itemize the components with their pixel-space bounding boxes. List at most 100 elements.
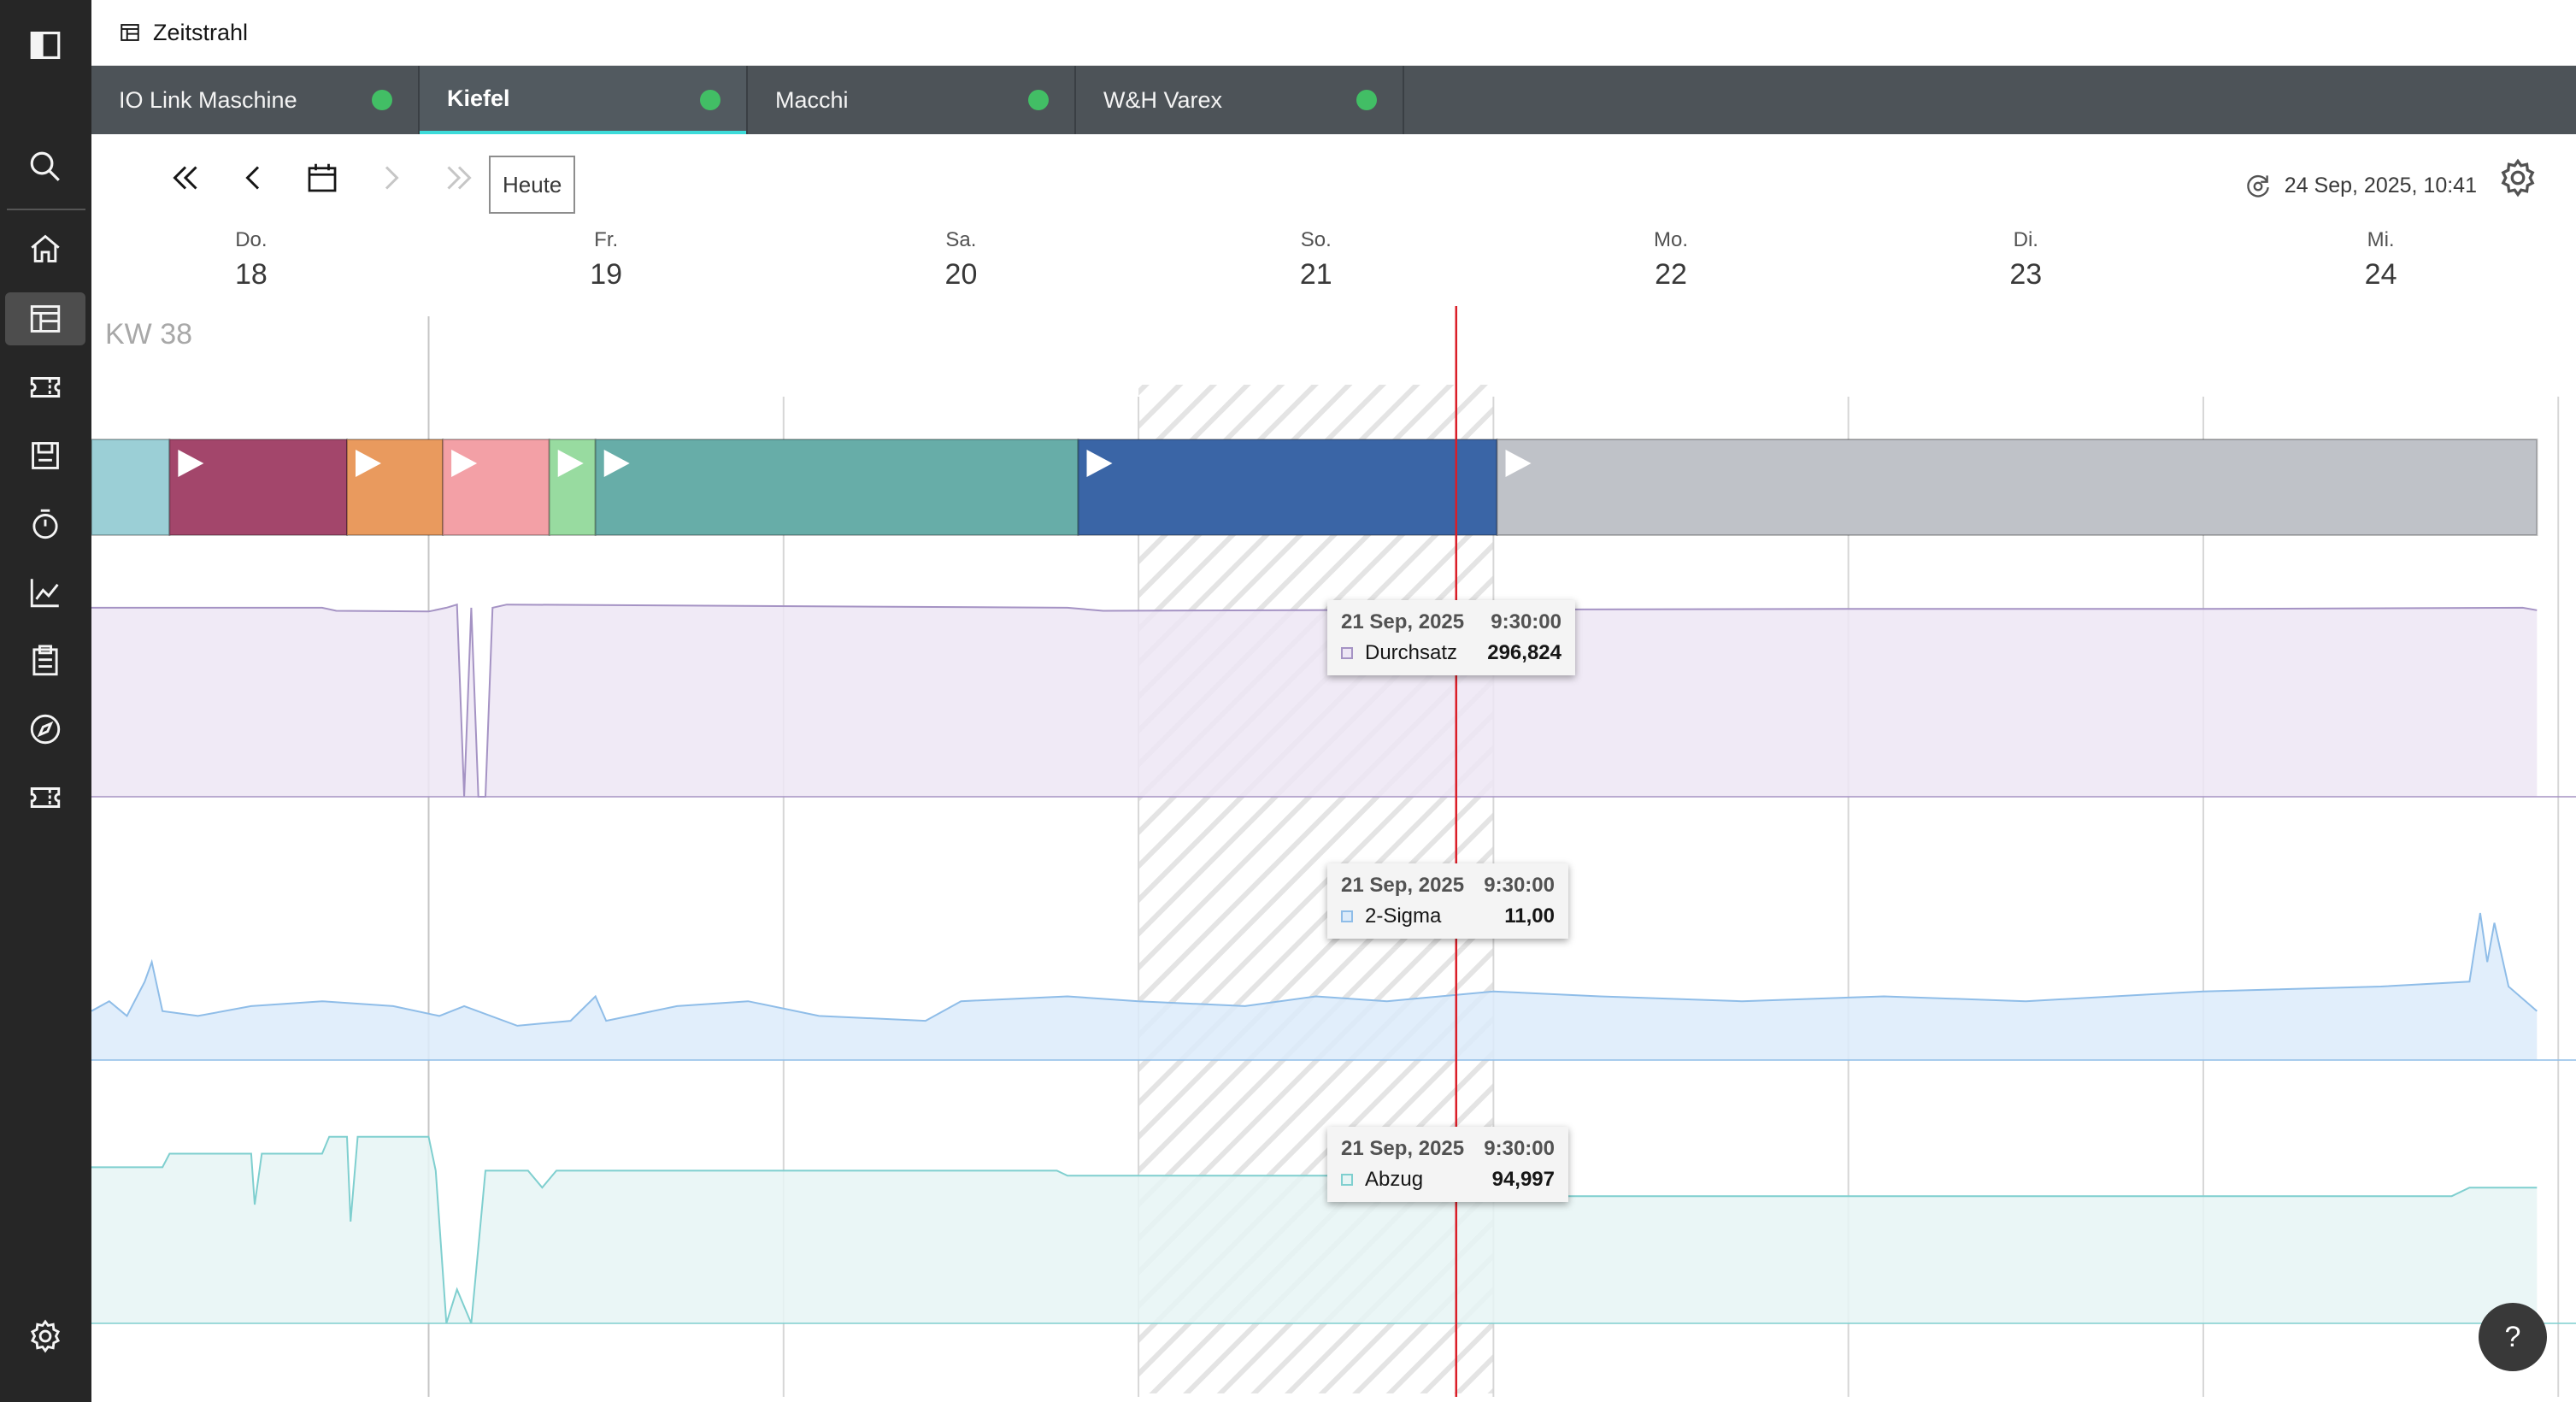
series-area-abzug bbox=[91, 1136, 2538, 1323]
play-icon bbox=[557, 450, 584, 477]
timeline-nav-icon[interactable] bbox=[5, 292, 85, 345]
compass-icon[interactable] bbox=[5, 703, 85, 756]
tooltip-abzug: 21 Sep, 2025 9:30:00 Abzug 94,997 bbox=[1327, 1127, 1568, 1202]
tab-divider bbox=[1074, 66, 1076, 134]
weekday-label: Mi. bbox=[2367, 228, 2395, 251]
tab-label: Macchi bbox=[775, 86, 849, 113]
tab-divider bbox=[418, 66, 420, 134]
search-icon[interactable] bbox=[5, 140, 85, 193]
status-dot bbox=[1356, 90, 1377, 110]
header: Zeitstrahl bbox=[91, 0, 2576, 66]
jump-back-button[interactable] bbox=[162, 154, 209, 202]
home-icon[interactable] bbox=[5, 222, 85, 275]
panel-toggle-icon[interactable] bbox=[5, 19, 85, 72]
tooltip-value: 94,997 bbox=[1491, 1168, 1555, 1191]
week-label: KW 38 bbox=[105, 318, 192, 350]
tooltip-2-sigma: 21 Sep, 2025 9:30:00 2-Sigma 11,00 bbox=[1327, 863, 1568, 939]
sidebar-separator bbox=[7, 209, 85, 210]
tooltip-date: 21 Sep, 2025 bbox=[1341, 874, 1465, 897]
refresh-icon bbox=[2247, 174, 2269, 197]
tab-label: Kiefel bbox=[447, 85, 510, 111]
day-number-label: 24 bbox=[2365, 258, 2397, 291]
day-number-label: 18 bbox=[235, 258, 268, 291]
tab-io-link-maschine[interactable]: IO Link Maschine bbox=[91, 66, 420, 134]
status-segment bbox=[594, 439, 1079, 536]
day-number-label: 20 bbox=[945, 258, 978, 291]
chevron-left-icon bbox=[245, 166, 260, 190]
series-line-2-sigma bbox=[91, 912, 2538, 1027]
jump-forward-button[interactable] bbox=[435, 154, 483, 202]
next-button[interactable] bbox=[367, 154, 415, 202]
chart-icon[interactable] bbox=[5, 566, 85, 619]
tooltip-time: 9:30:00 bbox=[1484, 874, 1555, 897]
status-segment bbox=[548, 439, 597, 536]
status-segment bbox=[1496, 439, 2538, 536]
tooltip-label: Durchsatz bbox=[1365, 641, 1458, 664]
calendar-button[interactable] bbox=[298, 154, 346, 202]
legend-swatch bbox=[1341, 910, 1353, 922]
sidebar bbox=[0, 0, 91, 1402]
day-number-label: 21 bbox=[1300, 258, 1332, 291]
tab-wh-varex[interactable]: W&H Varex bbox=[1076, 66, 1404, 134]
settings-icon[interactable] bbox=[5, 1310, 85, 1363]
weekday-label: Di. bbox=[2014, 228, 2038, 251]
timeline-icon bbox=[121, 24, 139, 41]
last-refresh[interactable]: 24 Sep, 2025, 10:41 bbox=[2244, 171, 2477, 200]
weekday-label: Fr. bbox=[594, 228, 618, 251]
weekday-label: So. bbox=[1301, 228, 1332, 251]
tab-macchi[interactable]: Macchi bbox=[748, 66, 1076, 134]
save-icon[interactable] bbox=[5, 429, 85, 482]
status-dot bbox=[372, 90, 392, 110]
ticket-icon-2[interactable] bbox=[5, 771, 85, 824]
tooltip-time: 9:30:00 bbox=[1484, 1137, 1555, 1160]
tooltip-durchsatz: 21 Sep, 2025 9:30:00 Durchsatz 296,824 bbox=[1327, 600, 1575, 675]
tab-divider bbox=[746, 66, 748, 134]
tab-kiefel[interactable]: Kiefel bbox=[420, 66, 748, 134]
timeline-toolbar: Heute 24 Sep, 2025, 10:41 bbox=[91, 137, 2576, 217]
timeline-chart[interactable]: Do. 18 Fr. 19 Sa. 20 So. 21 Mo. 22 Di. 23 Mi. 24 KW 3… bbox=[91, 217, 2576, 1402]
day-number-label: 19 bbox=[590, 258, 622, 291]
tooltip-time: 9:30:00 bbox=[1491, 610, 1561, 633]
status-segment bbox=[168, 439, 349, 536]
tooltip-value: 296,824 bbox=[1487, 641, 1561, 664]
last-refresh-text: 24 Sep, 2025, 10:41 bbox=[2284, 173, 2477, 197]
tooltip-date: 21 Sep, 2025 bbox=[1341, 1137, 1465, 1160]
tooltip-value: 11,00 bbox=[1504, 904, 1555, 928]
series-area-durchsatz bbox=[91, 604, 2538, 797]
help-button[interactable]: ? bbox=[2479, 1303, 2547, 1371]
tab-divider bbox=[1403, 66, 1404, 134]
legend-swatch bbox=[1341, 1174, 1353, 1186]
double-chevron-right-icon bbox=[447, 166, 472, 190]
play-icon bbox=[1505, 450, 1532, 477]
tooltip-label: Abzug bbox=[1365, 1168, 1424, 1191]
page-title: Zeitstrahl bbox=[153, 19, 249, 45]
status-dot bbox=[1028, 90, 1049, 110]
tab-label: W&H Varex bbox=[1103, 86, 1223, 113]
timeline-settings-icon[interactable] bbox=[2497, 157, 2538, 198]
timer-icon[interactable] bbox=[5, 498, 85, 551]
clipboard-icon[interactable] bbox=[5, 634, 85, 687]
ticket-icon[interactable] bbox=[5, 361, 85, 414]
play-icon bbox=[603, 450, 630, 477]
today-button[interactable]: Heute bbox=[489, 156, 576, 214]
calendar-icon bbox=[308, 163, 337, 192]
play-icon bbox=[178, 450, 204, 477]
play-icon bbox=[1086, 450, 1113, 477]
status-dot bbox=[700, 90, 720, 110]
tooltip-label: 2-Sigma bbox=[1365, 904, 1442, 928]
double-chevron-left-icon bbox=[173, 166, 197, 190]
weekday-label: Sa. bbox=[945, 228, 976, 251]
play-icon bbox=[356, 450, 382, 477]
previous-button[interactable] bbox=[230, 154, 278, 202]
play-icon bbox=[451, 450, 478, 477]
day-number-label: 23 bbox=[2009, 258, 2042, 291]
status-segment bbox=[1077, 439, 1498, 536]
legend-swatch bbox=[1341, 647, 1353, 659]
tab-label: IO Link Maschine bbox=[119, 86, 297, 113]
chevron-right-icon bbox=[385, 166, 399, 190]
machine-tabs: IO Link Maschine Kiefel Macchi W&H Varex bbox=[91, 66, 2576, 134]
tooltip-date: 21 Sep, 2025 bbox=[1341, 610, 1465, 633]
weekday-label: Mo. bbox=[1654, 228, 1688, 251]
day-number-label: 22 bbox=[1655, 258, 1687, 291]
status-segment bbox=[91, 439, 171, 536]
